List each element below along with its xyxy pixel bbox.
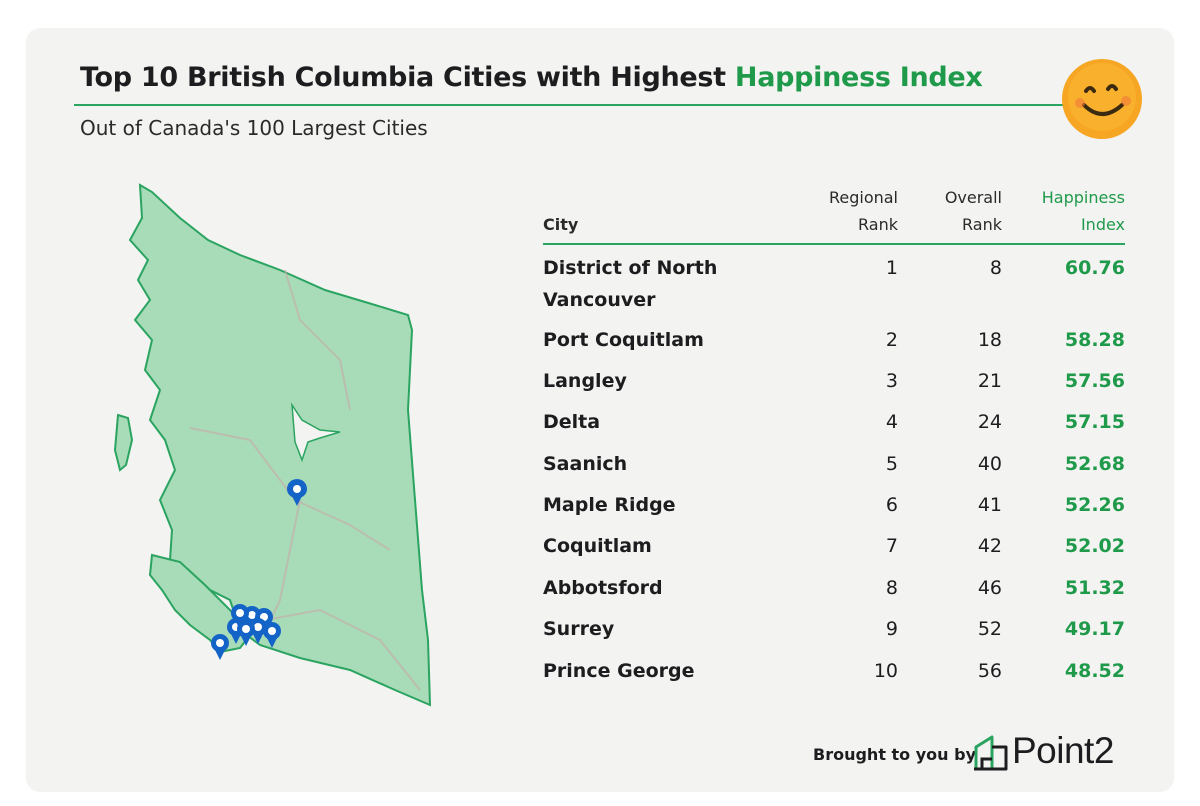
title-accent: Happiness Index — [734, 62, 983, 93]
regional-rank: 6 — [885, 494, 898, 516]
overall-rank: 18 — [977, 329, 1002, 351]
title-divider — [74, 104, 1094, 106]
city-name: Surrey — [543, 618, 615, 640]
bc-map — [113, 183, 432, 707]
header-regional-rank-line1: Regional — [828, 188, 898, 207]
city-name: District of North Vancouver — [543, 257, 718, 311]
overall-rank: 24 — [977, 411, 1002, 433]
happiness-index: 52.02 — [1064, 535, 1125, 557]
happiness-index: 57.15 — [1064, 411, 1125, 433]
happiness-index: 49.17 — [1064, 618, 1125, 640]
city-name: Coquitlam — [543, 535, 652, 557]
happiness-index: 58.28 — [1064, 329, 1125, 351]
brand-name: Point2 — [1012, 730, 1114, 771]
happiness-index: 52.68 — [1064, 453, 1125, 475]
smiley-face-icon — [1062, 59, 1142, 139]
overall-rank: 56 — [977, 660, 1002, 682]
happiness-index: 48.52 — [1064, 660, 1125, 682]
table-row: Prince George 10 56 48.52 — [543, 655, 1125, 696]
city-name: Port Coquitlam — [543, 329, 704, 351]
regional-rank: 2 — [885, 329, 898, 351]
regional-rank: 3 — [885, 370, 898, 392]
haida-gwaii — [113, 413, 134, 472]
map-lake — [291, 402, 341, 463]
table-row: District of North Vancouver 1 8 60.76 — [543, 252, 1125, 324]
table-row: Coquitlam 7 42 52.02 — [543, 530, 1125, 571]
regional-rank: 9 — [885, 618, 898, 640]
city-name: Maple Ridge — [543, 494, 676, 516]
table-row: Abbotsford 8 46 51.32 — [543, 572, 1125, 613]
header-divider — [543, 243, 1125, 245]
table-row: Port Coquitlam 2 18 58.28 — [543, 324, 1125, 365]
table-row: Maple Ridge 6 41 52.26 — [543, 489, 1125, 530]
header-city: City — [543, 215, 579, 234]
overall-rank: 21 — [977, 370, 1002, 392]
regional-rank: 8 — [885, 577, 898, 599]
map-pin-icon — [211, 634, 229, 660]
point2-logo-icon — [974, 735, 1008, 771]
table-row: Delta 4 24 57.15 — [543, 406, 1125, 447]
overall-rank: 40 — [977, 453, 1002, 475]
happiness-index: 57.56 — [1064, 370, 1125, 392]
regional-rank: 4 — [885, 411, 898, 433]
footer-credit: Brought to you by — [813, 745, 977, 764]
map-road — [284, 269, 351, 411]
header-overall-rank-line2: Rank — [962, 215, 1002, 234]
header-regional-rank-line2: Rank — [858, 215, 898, 234]
chart-title: Top 10 British Columbia Cities with High… — [80, 62, 983, 93]
happiness-index: 51.32 — [1064, 577, 1125, 599]
regional-rank: 7 — [885, 535, 898, 557]
map-pin-icon — [263, 622, 281, 648]
chart-subtitle: Out of Canada's 100 Largest Cities — [80, 116, 428, 140]
header-happiness-index-line2: Index — [1080, 215, 1125, 234]
city-name: Saanich — [543, 453, 628, 475]
city-name: Abbotsford — [543, 577, 663, 599]
header-happiness-index-line1: Happiness — [1041, 188, 1125, 207]
overall-rank: 41 — [977, 494, 1002, 516]
city-name: Prince George — [543, 660, 695, 682]
map-pin-icon — [237, 620, 255, 646]
happiness-index: 60.76 — [1064, 257, 1125, 279]
regional-rank: 1 — [885, 257, 898, 279]
table-row: Saanich 5 40 52.68 — [543, 448, 1125, 489]
table-row: Surrey 9 52 49.17 — [543, 613, 1125, 654]
city-name: Langley — [543, 370, 627, 392]
overall-rank: 52 — [977, 618, 1002, 640]
overall-rank: 42 — [977, 535, 1002, 557]
happiness-index: 52.26 — [1064, 494, 1125, 516]
regional-rank: 10 — [873, 660, 898, 682]
overall-rank: 8 — [989, 257, 1002, 279]
title-main: Top 10 British Columbia Cities with High… — [80, 62, 726, 93]
header-overall-rank-line1: Overall — [944, 188, 1002, 207]
city-name: Delta — [543, 411, 601, 433]
regional-rank: 5 — [885, 453, 898, 475]
overall-rank: 46 — [977, 577, 1002, 599]
map-road — [264, 608, 421, 691]
table-row: Langley 3 21 57.56 — [543, 365, 1125, 406]
map-pin-icon — [287, 479, 307, 506]
